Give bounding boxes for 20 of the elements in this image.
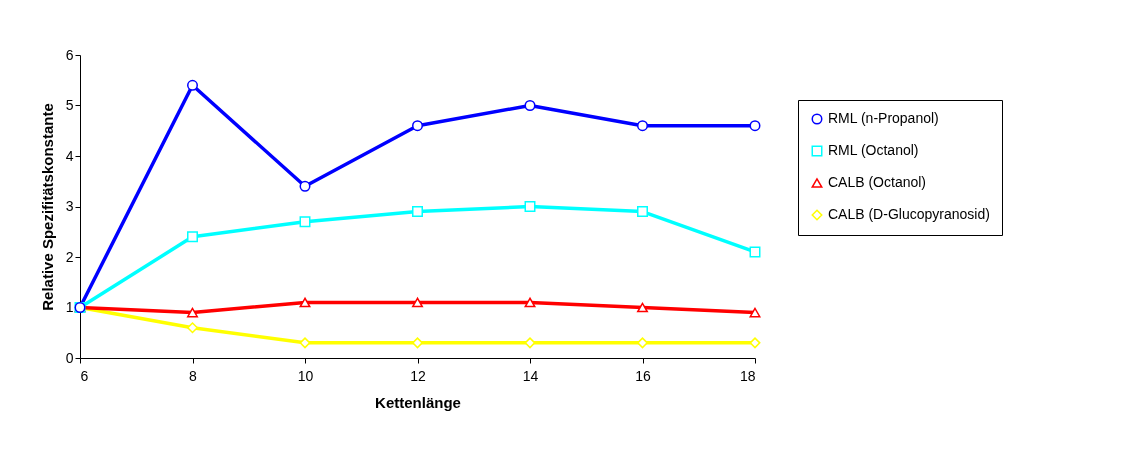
x-tick-label: 10	[297, 367, 314, 384]
legend-label: RML (n-Propanol)	[828, 110, 939, 126]
x-tick-label: 8	[189, 367, 198, 384]
x-tick-label: 6	[80, 367, 89, 384]
y-tick-label: 6	[65, 46, 74, 63]
x-tick-label: 18	[739, 367, 756, 384]
y-tick-label: 4	[65, 147, 74, 164]
x-axis-title: Kettenlänge	[375, 393, 461, 411]
y-tick-label: 0	[65, 349, 74, 366]
y-tick-label: 3	[65, 198, 74, 214]
y-tick-label: 5	[65, 97, 74, 113]
legend-label: CALB (D-Glucopyranosid)	[828, 206, 990, 222]
x-tick-label: 14	[522, 367, 539, 384]
x-tick-label: 16	[635, 367, 651, 384]
y-tick-label: 2	[65, 248, 74, 265]
y-axis-title: Relative Spezifitätskonstante	[38, 103, 56, 311]
legend-label: RML (Octanol)	[828, 142, 919, 158]
legend-label: CALB (Octanol)	[828, 174, 927, 190]
x-tick-label: 12	[410, 367, 426, 384]
y-tick-label: 1	[65, 299, 74, 315]
